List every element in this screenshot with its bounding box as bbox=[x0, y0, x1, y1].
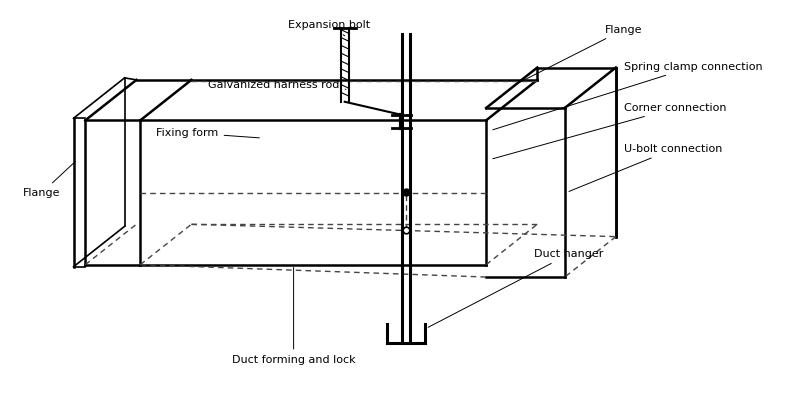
Text: Corner connection: Corner connection bbox=[493, 103, 726, 159]
Text: Fixing form: Fixing form bbox=[156, 127, 259, 138]
Text: Flange: Flange bbox=[23, 161, 75, 197]
Text: Expansion bolt: Expansion bolt bbox=[288, 20, 370, 36]
Text: Spring clamp connection: Spring clamp connection bbox=[493, 62, 762, 130]
Text: Flange: Flange bbox=[519, 25, 642, 82]
Text: U-bolt connection: U-bolt connection bbox=[569, 144, 722, 191]
Text: Duct hanger: Duct hanger bbox=[428, 250, 603, 327]
Text: Galvanized harness rod: Galvanized harness rod bbox=[208, 80, 346, 90]
Text: Duct forming and lock: Duct forming and lock bbox=[232, 268, 355, 364]
